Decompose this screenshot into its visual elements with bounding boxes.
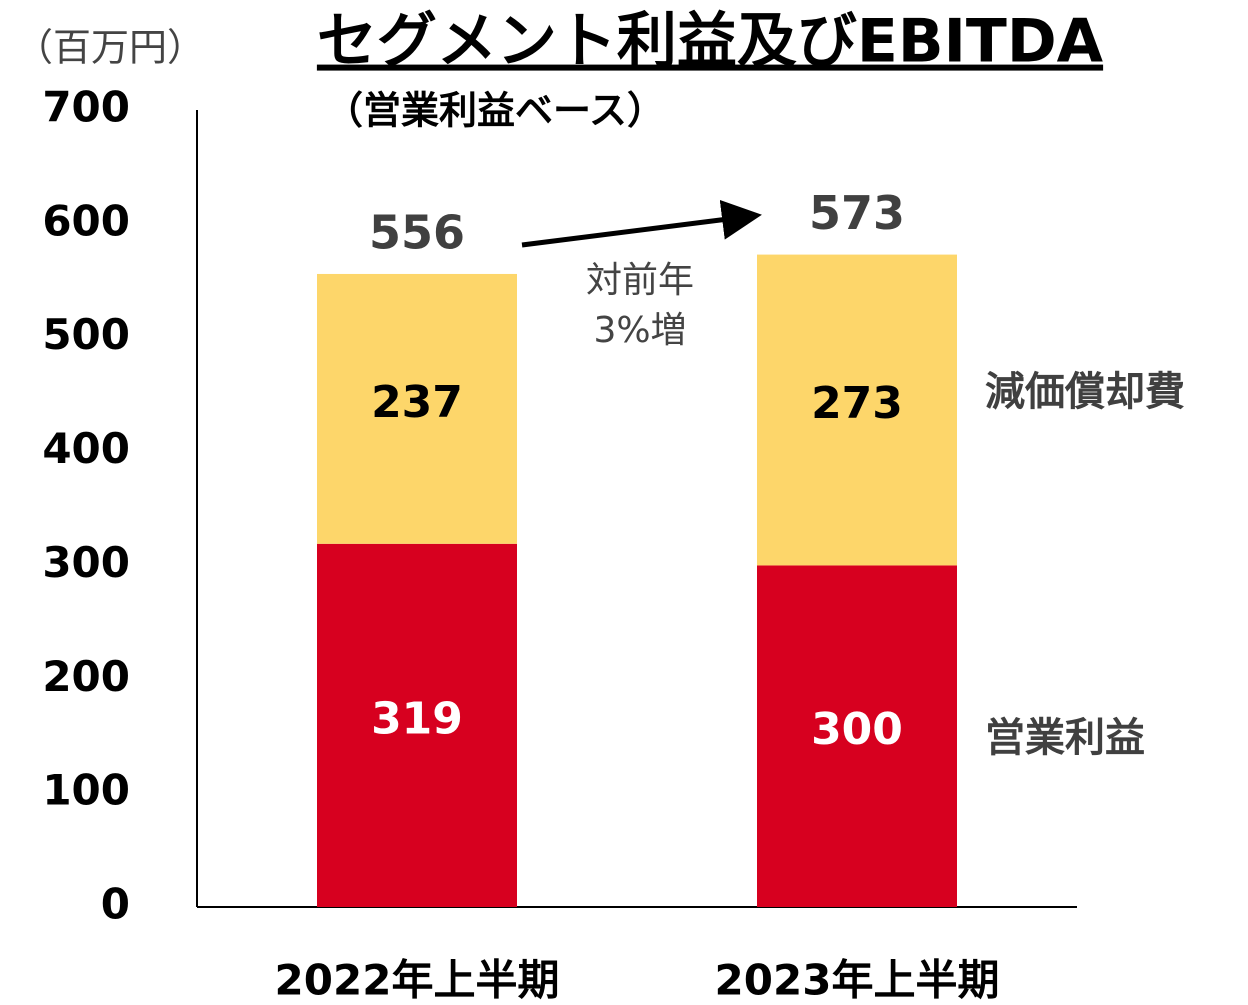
legend-label: 減価償却費 bbox=[985, 369, 1185, 415]
legend-label: 営業利益 bbox=[985, 715, 1145, 761]
x-tick-label: 2022年上半期 bbox=[275, 956, 560, 1005]
total-label: 556 bbox=[369, 205, 465, 259]
y-tick-label: 200 bbox=[42, 652, 130, 701]
y-tick-label: 300 bbox=[42, 538, 130, 587]
chart-title: セグメント利益及びEBITDA bbox=[317, 7, 1104, 77]
total-label: 573 bbox=[809, 186, 905, 240]
bar-segment bbox=[317, 543, 517, 907]
data-label: 237 bbox=[371, 377, 463, 428]
data-label: 273 bbox=[811, 378, 903, 429]
bar-segment bbox=[317, 273, 517, 544]
chart-subtitle: （営業利益ベース） bbox=[325, 89, 665, 133]
y-tick-label: 500 bbox=[42, 310, 130, 359]
y-tick-label: 700 bbox=[42, 83, 130, 132]
y-tick-label: 400 bbox=[42, 424, 130, 473]
y-tick-label: 100 bbox=[42, 766, 130, 815]
growth-arrow bbox=[521, 199, 762, 248]
data-label: 300 bbox=[811, 704, 903, 755]
y-tick-label: 0 bbox=[101, 880, 130, 929]
annotation: 3%増 bbox=[593, 310, 686, 351]
bar-segment bbox=[757, 254, 957, 566]
annotation: 対前年 bbox=[586, 260, 694, 301]
y-tick-label: 600 bbox=[42, 196, 130, 245]
x-tick-label: 2023年上半期 bbox=[715, 956, 1000, 1005]
unit-label: （百万円） bbox=[15, 26, 205, 70]
data-label: 319 bbox=[371, 693, 463, 744]
bar-segment bbox=[757, 565, 957, 907]
